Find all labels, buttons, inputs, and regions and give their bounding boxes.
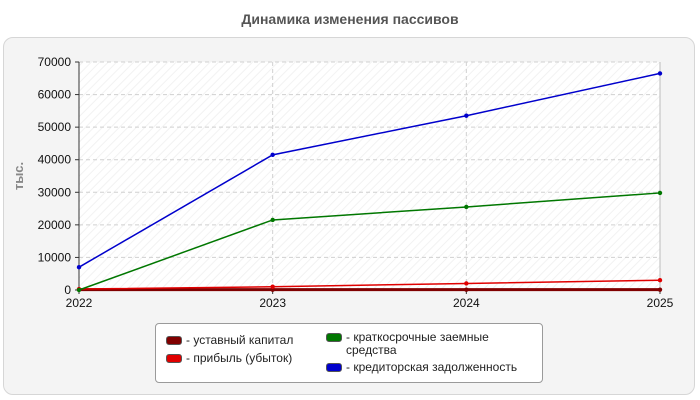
x-tick-label: 2023 [259, 296, 286, 310]
x-tick-label: 2024 [453, 296, 480, 310]
data-point-series-2 [464, 204, 469, 210]
legend-label-series-2: - краткосрочные заемные средства [346, 330, 489, 357]
data-point-series-2 [270, 217, 275, 223]
y-tick-label: 40000 [38, 153, 72, 167]
data-point-series-3 [270, 152, 275, 158]
data-point-series-3 [76, 265, 82, 270]
x-tick-label: 2022 [66, 296, 93, 310]
x-tick-label: 2025 [647, 296, 674, 310]
legend-swatch-series-1 [166, 354, 182, 363]
y-tick-label: 0 [64, 283, 71, 297]
legend-swatch-series-3 [326, 363, 342, 372]
chart-title: Динамика изменения пассивов [241, 11, 459, 27]
legend-label-series-1: - прибыль (убыток) [186, 351, 293, 365]
series-line-2 [78, 192, 661, 291]
data-point-series-0 [464, 287, 469, 292]
data-point-series-1 [464, 281, 469, 286]
data-point-series-3 [657, 71, 663, 76]
data-point-series-0 [657, 287, 663, 292]
data-point-series-1 [657, 278, 663, 283]
y-tick-label: 60000 [38, 88, 72, 102]
legend-swatch-series-0 [166, 336, 182, 345]
y-tick-label: 30000 [38, 185, 72, 199]
legend-label-series-3: - кредиторская задолженность [346, 360, 518, 374]
data-point-series-2 [657, 190, 663, 196]
series-line-3 [78, 72, 661, 268]
data-point-series-2 [76, 287, 82, 293]
data-point-series-1 [270, 284, 275, 289]
series-line-1 [78, 279, 661, 290]
y-tick-label: 10000 [38, 250, 72, 264]
legend-label-series-0: - уставный капитал [186, 333, 294, 347]
chart-legend: - уставный капитал - прибыль (убыток) - … [155, 323, 543, 383]
legend-swatch-series-2 [326, 333, 342, 342]
data-point-series-3 [464, 113, 469, 118]
plot-area [79, 62, 660, 290]
y-axis-label: тыс. [11, 162, 26, 190]
y-tick-label: 20000 [38, 218, 72, 232]
y-tick-label: 50000 [38, 120, 72, 134]
y-tick-label: 70000 [38, 55, 72, 69]
